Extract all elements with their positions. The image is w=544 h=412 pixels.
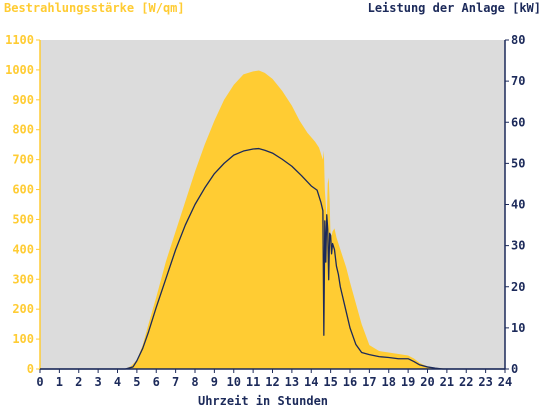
x-tick-label: 13 <box>285 375 299 389</box>
x-tick-label: 21 <box>440 375 454 389</box>
right-tick-label: 10 <box>511 321 525 335</box>
x-tick-label: 3 <box>95 375 102 389</box>
x-tick-label: 10 <box>227 375 241 389</box>
x-tick-label: 4 <box>114 375 121 389</box>
x-tick-label: 16 <box>343 375 357 389</box>
irradiance-area <box>40 70 505 369</box>
right-tick-label: 40 <box>511 198 525 212</box>
x-tick-label: 23 <box>478 375 492 389</box>
x-tick-label: 19 <box>401 375 415 389</box>
left-tick-label: 700 <box>12 153 34 167</box>
left-tick-label: 300 <box>12 272 34 286</box>
x-tick-label: 1 <box>56 375 63 389</box>
x-tick-label: 18 <box>382 375 396 389</box>
right-tick-label: 60 <box>511 115 525 129</box>
x-tick-label: 5 <box>133 375 140 389</box>
right-tick-label: 50 <box>511 156 525 170</box>
x-axis-title: Uhrzeit in Stunden <box>198 394 328 408</box>
left-tick-label: 100 <box>12 332 34 346</box>
left-tick-label: 500 <box>12 212 34 226</box>
power-line <box>40 147 505 370</box>
x-tick-label: 17 <box>362 375 376 389</box>
left-tick-label: 1100 <box>5 33 34 47</box>
left-tick-label: 0 <box>27 362 34 376</box>
left-tick-label: 400 <box>12 242 34 256</box>
left-axis-title: Bestrahlungsstärke [W/qm] <box>4 1 185 15</box>
right-axis-title: Leistung der Anlage [kW] <box>368 1 541 15</box>
right-tick-label: 70 <box>511 74 525 88</box>
right-tick-label: 20 <box>511 280 525 294</box>
right-tick-label: 80 <box>511 33 525 47</box>
x-tick-label: 7 <box>172 375 179 389</box>
left-tick-label: 800 <box>12 123 34 137</box>
x-tick-label: 8 <box>191 375 198 389</box>
right-tick-label: 30 <box>511 239 525 253</box>
x-tick-label: 14 <box>304 375 318 389</box>
left-tick-label: 900 <box>12 93 34 107</box>
right-tick-label: 0 <box>511 362 518 376</box>
x-tick-label: 24 <box>498 375 512 389</box>
x-tick-label: 6 <box>153 375 160 389</box>
left-tick-label: 1000 <box>5 63 34 77</box>
x-tick-label: 11 <box>246 375 260 389</box>
left-tick-label: 600 <box>12 183 34 197</box>
x-tick-label: 9 <box>211 375 218 389</box>
x-tick-label: 12 <box>265 375 279 389</box>
x-tick-label: 2 <box>75 375 82 389</box>
x-tick-label: 15 <box>323 375 337 389</box>
left-tick-label: 200 <box>12 302 34 316</box>
x-tick-label: 0 <box>36 375 43 389</box>
x-tick-label: 20 <box>420 375 434 389</box>
x-tick-label: 22 <box>459 375 473 389</box>
